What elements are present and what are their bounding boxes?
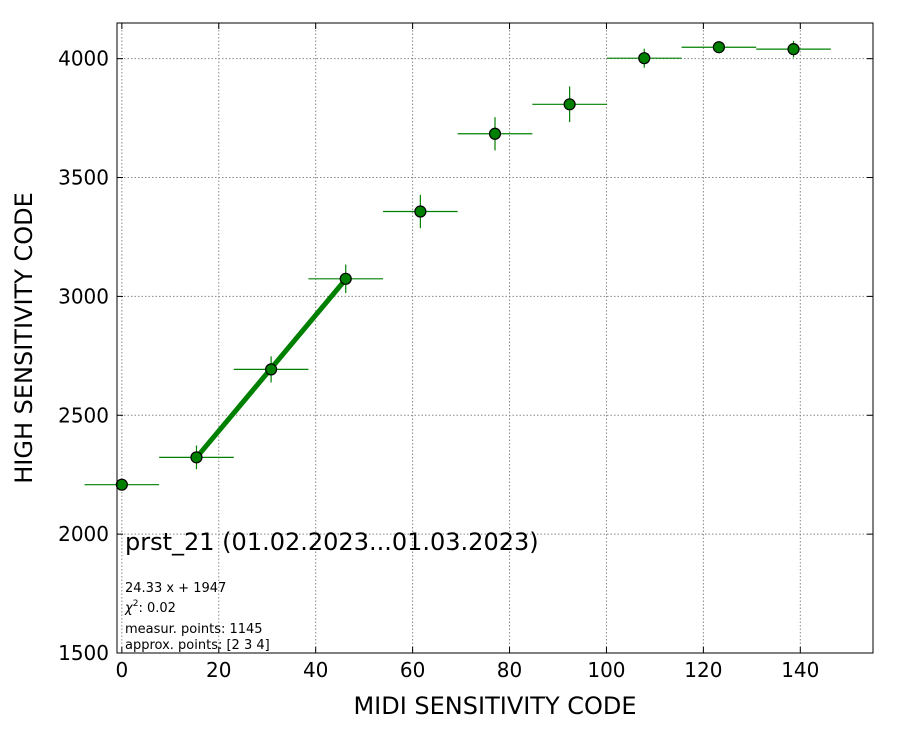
x-tick-label: 20 xyxy=(206,658,231,682)
chi2-superscript: 2 xyxy=(133,599,139,609)
x-axis-label: MIDI SENSITIVITY CODE xyxy=(353,692,636,720)
x-tick-label: 0 xyxy=(115,658,128,682)
y-tick-label: 2000 xyxy=(58,522,109,546)
annotation-measur-points: measur. points: 1145 xyxy=(125,622,263,637)
data-point xyxy=(712,41,725,54)
x-tick-label: 80 xyxy=(497,658,522,682)
data-point xyxy=(115,478,128,491)
data-point xyxy=(339,272,352,285)
chi2-symbol: χ xyxy=(124,601,134,616)
x-tick-label: 140 xyxy=(781,658,819,682)
x-tick-label: 40 xyxy=(303,658,328,682)
y-tick-label: 2500 xyxy=(58,403,109,427)
annotation-chi2: χ2: 0.02 xyxy=(124,599,176,616)
data-markers xyxy=(115,41,800,491)
plot-frame xyxy=(116,22,874,654)
x-tick-label: 120 xyxy=(684,658,722,682)
data-point xyxy=(638,52,651,65)
y-axis-label: HIGH SENSITIVITY CODE xyxy=(10,192,38,484)
data-point xyxy=(190,451,203,464)
annotation-title: prst_21 (01.02.2023...01.03.2023) xyxy=(125,528,539,556)
data-point xyxy=(563,98,576,111)
grid xyxy=(117,23,873,654)
annotation-approx-points: approx. points: [2 3 4] xyxy=(125,638,270,653)
annotation-equation: 24.33 x + 1947 xyxy=(125,581,226,596)
error-bars xyxy=(84,40,831,490)
data-point xyxy=(488,127,502,140)
axis-ticks: 0 20 40 60 80 100 120 140 1500 2000 2500 3000 3500 40… xyxy=(58,23,873,682)
y-tick-label: 1500 xyxy=(58,641,109,665)
x-tick-label: 60 xyxy=(400,658,425,682)
data-point xyxy=(414,205,427,218)
y-tick-label: 3500 xyxy=(58,166,109,190)
y-tick-label: 3000 xyxy=(58,284,109,308)
chi2-value: : 0.02 xyxy=(138,601,175,616)
data-point xyxy=(265,363,278,376)
x-tick-label: 100 xyxy=(587,658,625,682)
y-tick-label: 4000 xyxy=(58,47,109,71)
data-point xyxy=(787,43,800,56)
